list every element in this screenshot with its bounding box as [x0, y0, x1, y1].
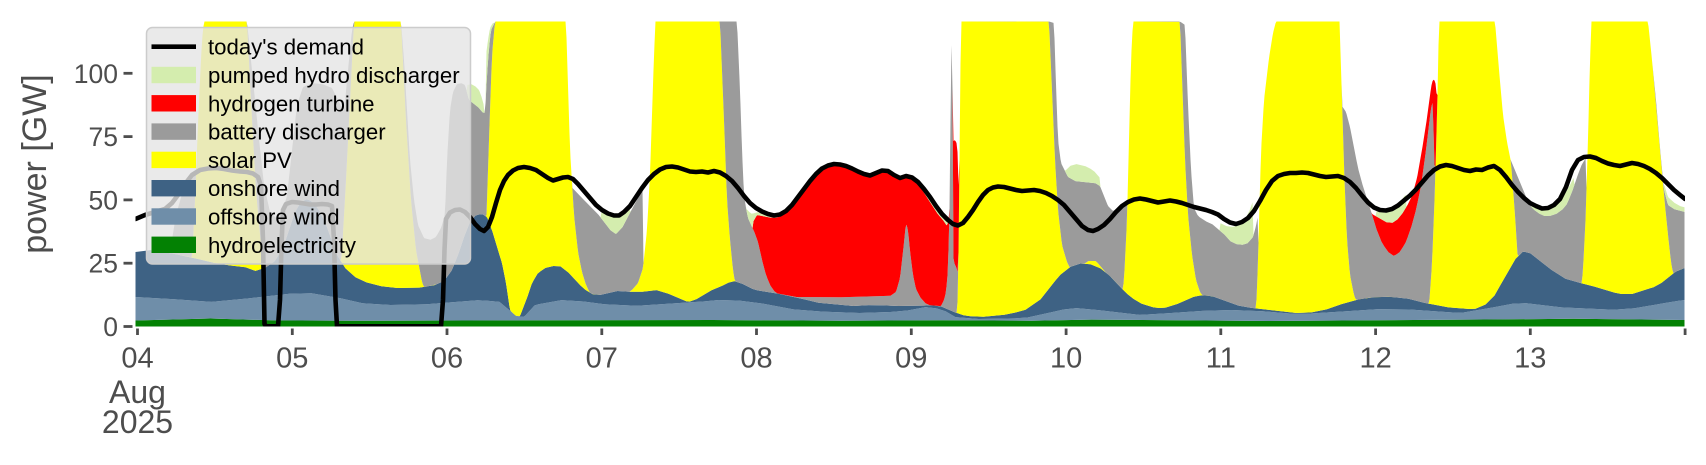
svg-text:07: 07: [586, 343, 618, 375]
svg-text:onshore wind: onshore wind: [208, 176, 340, 201]
svg-text:06: 06: [431, 343, 463, 375]
svg-text:Aug: Aug: [109, 374, 166, 410]
svg-text:0: 0: [103, 312, 118, 342]
svg-text:04: 04: [121, 343, 153, 375]
svg-text:today's demand: today's demand: [208, 35, 364, 60]
svg-text:13: 13: [1514, 343, 1546, 375]
svg-text:pumped hydro discharger: pumped hydro discharger: [208, 63, 460, 88]
svg-text:11: 11: [1206, 343, 1236, 375]
svg-text:09: 09: [895, 343, 927, 375]
svg-text:75: 75: [89, 122, 118, 152]
svg-text:08: 08: [740, 343, 772, 375]
svg-text:offshore wind: offshore wind: [208, 205, 340, 230]
svg-text:2025: 2025: [102, 404, 173, 440]
svg-text:hydrogen turbine: hydrogen turbine: [208, 91, 375, 116]
svg-text:25: 25: [89, 249, 118, 279]
svg-text:100: 100: [74, 59, 118, 89]
svg-text:power [GW]: power [GW]: [16, 74, 54, 253]
svg-text:05: 05: [276, 343, 308, 375]
svg-text:hydroelectricity: hydroelectricity: [208, 233, 357, 258]
svg-text:12: 12: [1359, 343, 1391, 375]
svg-text:50: 50: [89, 185, 118, 215]
svg-text:solar PV: solar PV: [208, 148, 292, 173]
svg-text:10: 10: [1050, 343, 1082, 375]
svg-text:battery discharger: battery discharger: [208, 120, 386, 145]
